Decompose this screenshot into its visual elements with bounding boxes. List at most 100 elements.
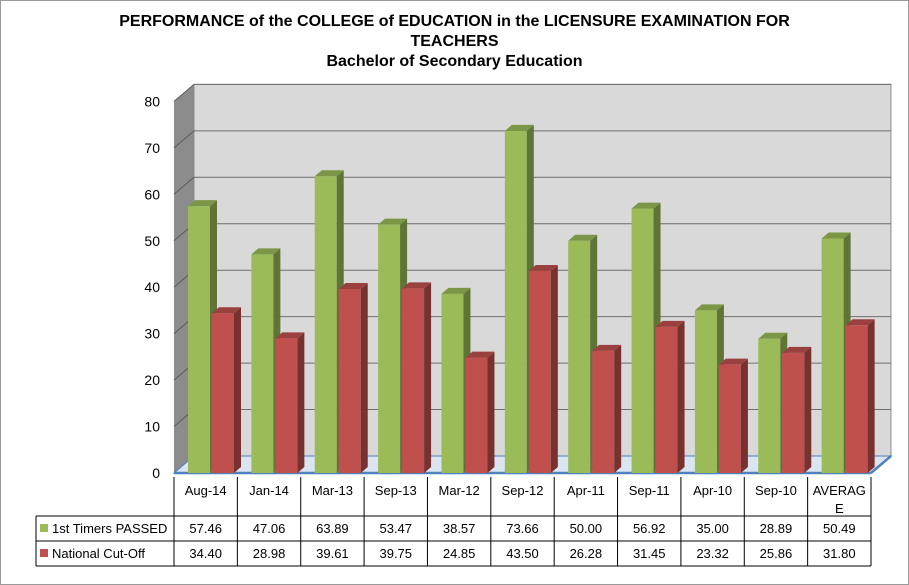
bar-passed-2 (314, 176, 337, 473)
bar-top-cutoff-5 (528, 264, 558, 271)
data-label-passed-1: 47.06 (253, 521, 286, 536)
bar-top-cutoff-3 (402, 282, 432, 289)
x-tick-label-0: Aug-14 (185, 483, 227, 498)
data-label-passed-3: 53.47 (379, 521, 412, 536)
bar-side-cutoff-3 (424, 282, 432, 473)
bar-cutoff-2 (338, 289, 361, 473)
bar-top-passed-4 (441, 287, 471, 294)
x-tick-label-10: AVERAG (813, 483, 866, 498)
data-label-cutoff-3: 39.75 (379, 546, 412, 561)
bar-cutoff-0 (212, 313, 234, 473)
data-label-passed-9: 28.89 (760, 521, 793, 536)
data-label-cutoff-8: 23.32 (696, 546, 729, 561)
bar-top-cutoff-6 (592, 344, 622, 351)
bar-top-passed-0 (188, 200, 217, 207)
bar-top-passed-7 (631, 202, 661, 209)
x-tick-label-1: Jan-14 (249, 483, 289, 498)
bar-top-cutoff-8 (718, 358, 748, 365)
floor-edge-right (870, 455, 892, 474)
x-tick-label-5: Sep-12 (502, 483, 544, 498)
bar-top-passed-3 (378, 218, 408, 225)
legend-key-passed (40, 524, 48, 532)
bar-cutoff-10 (845, 325, 868, 473)
bar-passed-1 (251, 254, 274, 473)
y-tick-label-60: 60 (144, 186, 160, 202)
bar-passed-10 (821, 238, 844, 473)
y-tick-label-50: 50 (144, 233, 160, 249)
data-label-passed-7: 56.92 (633, 521, 666, 536)
bar-side-cutoff-9 (804, 346, 812, 473)
bar-top-passed-10 (821, 232, 851, 239)
y-tick-label-20: 20 (144, 372, 160, 388)
bar-passed-6 (568, 240, 591, 473)
bar-top-passed-9 (758, 332, 788, 339)
title-line-3: Bachelor of Secondary Education (326, 53, 583, 70)
bar-top-cutoff-10 (845, 319, 875, 326)
bar-top-cutoff-1 (275, 332, 305, 339)
data-label-cutoff-6: 26.28 (570, 546, 603, 561)
bar-cutoff-6 (592, 350, 615, 473)
bar-side-cutoff-1 (297, 332, 305, 473)
bar-top-passed-1 (251, 248, 281, 255)
title-line-1: PERFORMANCE of the COLLEGE of EDUCATION … (119, 13, 790, 30)
bar-cutoff-5 (528, 270, 551, 473)
legend-label-cutoff: National Cut-Off (52, 546, 145, 561)
bar-top-passed-2 (314, 170, 344, 177)
bar-passed-5 (504, 130, 527, 473)
bar-top-cutoff-7 (655, 320, 685, 327)
data-label-passed-8: 35.00 (696, 521, 729, 536)
bar-passed-8 (694, 310, 717, 473)
side-gridline-80 (173, 84, 195, 102)
data-label-passed-0: 57.46 (189, 521, 222, 536)
legend-key-cutoff (40, 549, 48, 557)
y-tick-label-0: 0 (152, 465, 160, 481)
data-label-passed-6: 50.00 (570, 521, 603, 536)
data-label-cutoff-1: 28.98 (253, 546, 286, 561)
data-label-passed-2: 63.89 (316, 521, 349, 536)
bar-cutoff-3 (402, 288, 425, 473)
x-tick-label-4: Mar-12 (439, 483, 480, 498)
x-tick-label-2: Mar-13 (312, 483, 353, 498)
bar-top-cutoff-9 (782, 346, 812, 353)
chart-title: PERFORMANCE of the COLLEGE of EDUCATION … (0, 12, 909, 72)
bar-side-cutoff-8 (740, 358, 748, 473)
data-label-passed-10: 50.49 (823, 521, 856, 536)
bar-cutoff-4 (465, 357, 488, 473)
data-label-cutoff-7: 31.45 (633, 546, 666, 561)
bar-side-cutoff-10 (867, 319, 875, 473)
bar-side-cutoff-2 (360, 283, 368, 473)
x-tick-label-6: Apr-11 (567, 483, 605, 498)
x-tick-label-10-line-1: E (835, 501, 844, 516)
bar-top-passed-8 (694, 304, 724, 311)
bar-top-cutoff-2 (338, 283, 368, 290)
data-label-cutoff-5: 43.50 (506, 546, 539, 561)
bar-top-passed-6 (568, 234, 598, 241)
data-label-cutoff-10: 31.80 (823, 546, 856, 561)
bar-top-cutoff-0 (212, 307, 241, 314)
title-line-2: TEACHERS (410, 33, 499, 50)
bar-side-cutoff-4 (487, 351, 495, 473)
bar-passed-4 (441, 293, 464, 473)
data-label-passed-5: 73.66 (506, 521, 539, 536)
data-label-passed-4: 38.57 (443, 521, 476, 536)
bar-cutoff-8 (718, 364, 741, 473)
y-tick-label-40: 40 (144, 279, 160, 295)
bar-side-cutoff-6 (614, 344, 622, 473)
side-gridline-60 (173, 176, 195, 195)
legend-label-passed: 1st Timers PASSED (52, 521, 167, 536)
bar-passed-0 (188, 206, 210, 473)
bar-cutoff-7 (655, 326, 678, 473)
x-tick-label-8: Apr-10 (693, 483, 732, 498)
bar-passed-7 (631, 208, 654, 473)
side-gridline-70 (173, 130, 195, 149)
x-tick-label-9: Sep-10 (755, 483, 797, 498)
data-label-cutoff-4: 24.85 (443, 546, 476, 561)
x-tick-label-3: Sep-13 (375, 483, 417, 498)
bar-top-cutoff-4 (465, 351, 495, 358)
bar-cutoff-1 (275, 338, 298, 473)
bar-passed-3 (378, 224, 401, 473)
bar-top-passed-5 (504, 124, 534, 131)
y-tick-label-10: 10 (144, 419, 160, 435)
bar-passed-9 (758, 338, 781, 473)
